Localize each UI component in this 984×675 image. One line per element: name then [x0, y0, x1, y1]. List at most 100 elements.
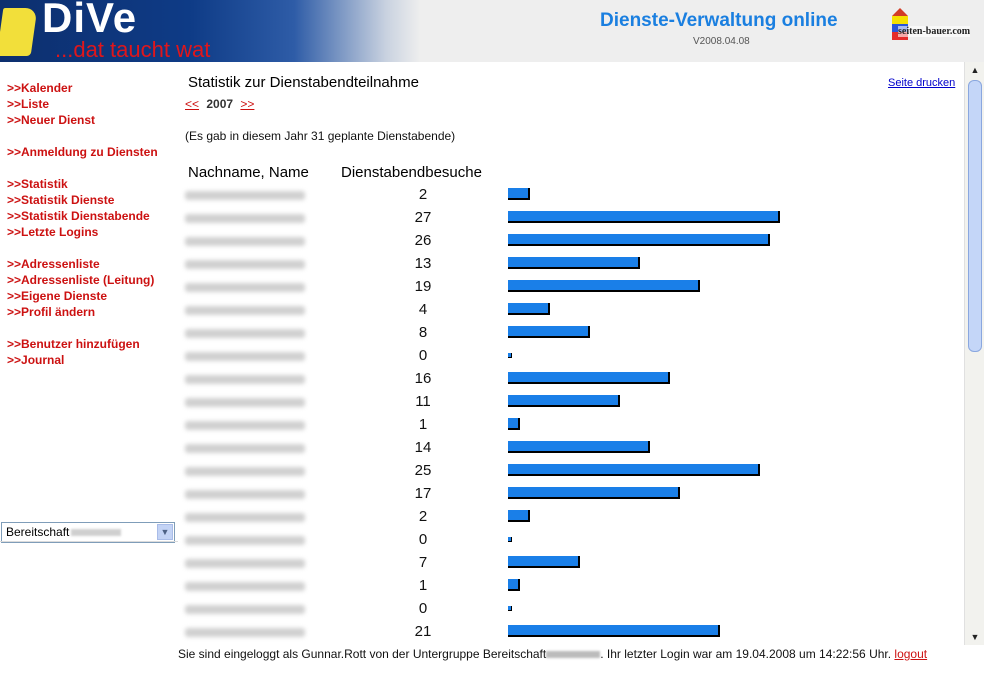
- table-row: 13: [178, 253, 964, 276]
- table-row: 1: [178, 575, 964, 598]
- visit-count: 13: [414, 255, 432, 272]
- visit-bar: [508, 353, 512, 358]
- blurred-text: [71, 529, 122, 537]
- main-content: Statistik zur Dienstabendteilnahme Seite…: [178, 62, 964, 675]
- blurred-name: [185, 329, 305, 338]
- visit-bar: [508, 625, 720, 637]
- blurred-name: [185, 375, 305, 384]
- page-title: Statistik zur Dienstabendteilnahme: [188, 74, 419, 91]
- visit-bar: [508, 372, 670, 384]
- visit-count: 8: [418, 324, 428, 341]
- blurred-name: [185, 237, 305, 246]
- visit-count: 26: [414, 232, 432, 249]
- table-row: 0: [178, 598, 964, 621]
- sidebar-link[interactable]: >>Benutzer hinzufügen: [7, 337, 140, 351]
- visit-count: 16: [414, 370, 432, 387]
- blurred-name: [185, 513, 305, 522]
- blurred-name: [185, 260, 305, 269]
- info-text: (Es gab in diesem Jahr 31 geplante Diens…: [185, 129, 456, 143]
- visit-bar: [508, 280, 700, 292]
- visit-count: 25: [414, 462, 432, 479]
- visit-count: 1: [418, 416, 428, 433]
- footer-text-before: Sie sind eingeloggt als Gunnar.Rott von …: [178, 647, 547, 661]
- chevron-down-icon[interactable]: ▼: [157, 524, 173, 540]
- sidebar-link[interactable]: >>Anmeldung zu Diensten: [7, 145, 158, 159]
- sidebar-link[interactable]: >>Neuer Dienst: [7, 113, 96, 127]
- visit-bar: [508, 303, 550, 315]
- sidebar-link[interactable]: >>Statistik Dienstabende: [7, 209, 150, 223]
- blurred-name: [185, 283, 305, 292]
- visit-count: 0: [418, 600, 428, 617]
- sidebar-link[interactable]: >>Adressenliste: [7, 257, 100, 271]
- brand-roof-icon: [892, 8, 908, 16]
- blurred-text: [546, 651, 601, 659]
- visit-count: 0: [418, 531, 428, 548]
- sidebar-link[interactable]: >>Statistik: [7, 177, 68, 191]
- visit-bar: [508, 234, 770, 246]
- sidebar-link[interactable]: >>Profil ändern: [7, 305, 96, 319]
- sidebar-link[interactable]: >>Letzte Logins: [7, 225, 99, 239]
- visit-bar: [508, 464, 760, 476]
- print-link[interactable]: Seite drucken: [888, 77, 956, 89]
- visit-bar: [508, 606, 512, 611]
- sidebar-link[interactable]: >>Kalender: [7, 81, 73, 95]
- table-row: 7: [178, 552, 964, 575]
- prev-year-link[interactable]: <<: [185, 97, 200, 111]
- table-row: 21: [178, 621, 964, 644]
- logout-link[interactable]: logout: [894, 647, 928, 661]
- group-select[interactable]: Bereitschaft ▼: [1, 522, 175, 543]
- stats-table: 2 27 26 13 19 4 8 0 16 11 1 14 25 17 2 0 7 1 0 21: [178, 184, 964, 644]
- visit-bar: [508, 418, 520, 430]
- visit-bar: [508, 257, 640, 269]
- header: DiVe ...dat taucht wat Dienste-Verwaltun…: [0, 0, 984, 62]
- sidebar-nav: >>Kalender >>Liste >>Neuer Dienst >>Anmeldu…: [0, 80, 158, 368]
- next-year-link[interactable]: >>: [240, 97, 255, 111]
- visit-bar: [508, 441, 650, 453]
- table-row: 26: [178, 230, 964, 253]
- sidebar-link[interactable]: >>Adressenliste (Leitung): [7, 273, 155, 287]
- table-row: 17: [178, 483, 964, 506]
- brand-text: seiten-bauer.com: [898, 26, 971, 37]
- table-row: 8: [178, 322, 964, 345]
- table-row: 27: [178, 207, 964, 230]
- visit-count: 2: [418, 186, 428, 203]
- table-row: 19: [178, 276, 964, 299]
- sidebar-link[interactable]: >>Eigene Dienste: [7, 289, 108, 303]
- scroll-up-icon[interactable]: ▲: [970, 65, 980, 75]
- sidebar: >>Kalender >>Liste >>Neuer Dienst >>Anmeldu…: [0, 62, 178, 675]
- blurred-name: [185, 214, 305, 223]
- footer-text-after: . Ihr letzter Login war am 19.04.2008 um…: [600, 647, 892, 661]
- brand-logo[interactable]: seiten-bauer.com: [886, 6, 982, 50]
- nav-spacer: [0, 240, 158, 256]
- column-header-name: Nachname, Name: [188, 164, 309, 181]
- table-row: 2: [178, 506, 964, 529]
- visit-count: 7: [418, 554, 428, 571]
- sidebar-link[interactable]: >>Statistik Dienste: [7, 193, 115, 207]
- blurred-name: [185, 306, 305, 315]
- scrollbar[interactable]: ▲ ▼: [964, 62, 984, 645]
- scroll-thumb[interactable]: [968, 80, 982, 352]
- sidebar-link[interactable]: >>Journal: [7, 353, 65, 367]
- logo-tagline: ...dat taucht wat: [55, 37, 211, 62]
- logo-shape: [0, 8, 38, 56]
- table-row: 0: [178, 345, 964, 368]
- table-row: 16: [178, 368, 964, 391]
- blurred-name: [185, 444, 305, 453]
- visit-bar: [508, 211, 780, 223]
- year-label: 2007: [206, 97, 234, 111]
- table-row: 4: [178, 299, 964, 322]
- blurred-name: [185, 191, 305, 200]
- blurred-name: [185, 490, 305, 499]
- scroll-down-icon[interactable]: ▼: [970, 632, 980, 642]
- visit-count: 0: [418, 347, 428, 364]
- nav-spacer: [0, 320, 158, 336]
- visit-count: 1: [418, 577, 428, 594]
- visit-count: 19: [414, 278, 432, 295]
- visit-count: 4: [418, 301, 428, 318]
- table-row: 11: [178, 391, 964, 414]
- column-header-count: Dienstabendbesuche: [341, 164, 482, 181]
- table-row: 2: [178, 184, 964, 207]
- sidebar-link[interactable]: >>Liste: [7, 97, 50, 111]
- version-label: V2008.04.08: [693, 36, 750, 47]
- blurred-name: [185, 605, 305, 614]
